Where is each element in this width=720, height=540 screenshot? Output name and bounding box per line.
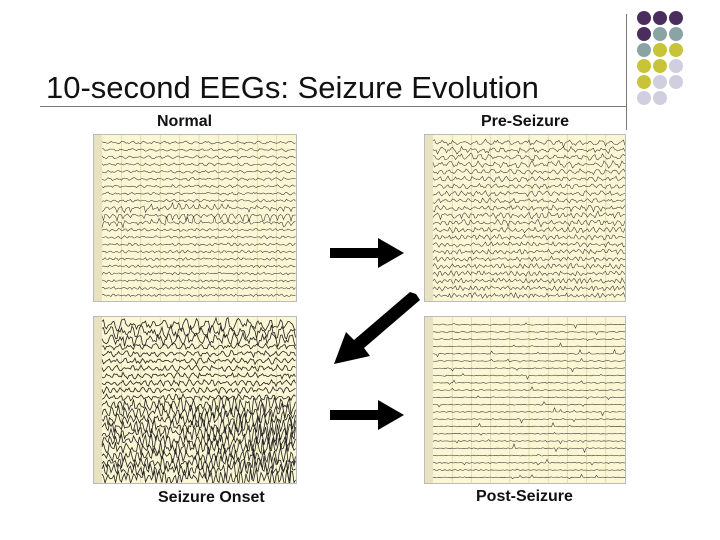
label-post-seizure: Post-Seizure bbox=[476, 488, 573, 505]
decorative-dot bbox=[653, 91, 667, 105]
label-normal: Normal bbox=[157, 113, 213, 130]
eeg-panel-seizure-onset bbox=[93, 316, 297, 484]
slide-title: 10-second EEGs: Seizure Evolution bbox=[46, 70, 539, 105]
decorative-dot bbox=[669, 43, 683, 57]
vertical-divider bbox=[626, 14, 627, 130]
arrow-right-icon bbox=[330, 238, 404, 268]
eeg-panel-normal bbox=[93, 134, 297, 302]
decorative-dot bbox=[669, 11, 683, 25]
label-seizure-onset: Seizure Onset bbox=[158, 489, 265, 506]
decorative-dot bbox=[653, 11, 667, 25]
decorative-dot bbox=[669, 75, 683, 89]
eeg-traces-post-seizure bbox=[425, 317, 625, 483]
decorative-dot bbox=[653, 59, 667, 73]
decorative-dot bbox=[637, 43, 651, 57]
title-underline bbox=[40, 106, 626, 107]
arrow-right-icon bbox=[330, 400, 404, 430]
decorative-dot bbox=[637, 59, 651, 73]
arrow-down-left-icon bbox=[334, 292, 420, 364]
decorative-dot-grid bbox=[637, 11, 683, 105]
decorative-dot bbox=[637, 11, 651, 25]
label-pre-seizure: Pre-Seizure bbox=[481, 113, 570, 130]
decorative-dot bbox=[637, 75, 651, 89]
decorative-dot bbox=[653, 43, 667, 57]
decorative-dot bbox=[669, 27, 683, 41]
decorative-dot bbox=[669, 59, 683, 73]
eeg-traces-pre-seizure bbox=[425, 135, 625, 301]
decorative-dot bbox=[637, 27, 651, 41]
decorative-dot bbox=[653, 27, 667, 41]
eeg-traces-seizure-onset bbox=[94, 317, 296, 483]
eeg-panel-pre-seizure bbox=[424, 134, 626, 302]
decorative-dot bbox=[637, 91, 651, 105]
eeg-traces-normal bbox=[94, 135, 296, 301]
eeg-panel-post-seizure bbox=[424, 316, 626, 484]
decorative-dot bbox=[653, 75, 667, 89]
